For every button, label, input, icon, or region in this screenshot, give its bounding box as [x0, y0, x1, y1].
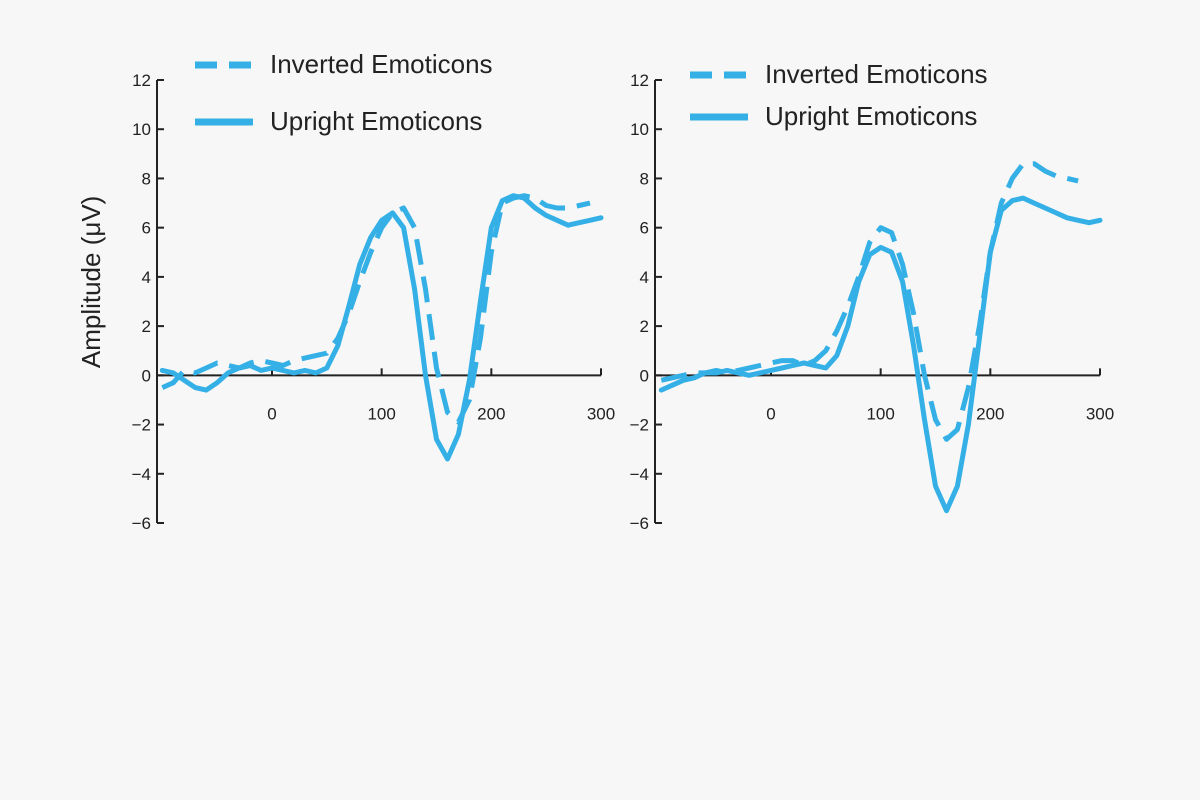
y-tick-label: 12: [132, 71, 151, 90]
y-tick-label: 2: [640, 317, 649, 336]
x-tick-label: 300: [587, 404, 615, 423]
y-tick-label: −2: [630, 416, 649, 435]
y-tick-label: −6: [132, 514, 151, 533]
y-tick-label: −4: [132, 465, 151, 484]
y-tick-label: −2: [132, 416, 151, 435]
y-tick-label: 6: [142, 219, 151, 238]
y-axis-label: Amplitude (μV): [76, 196, 106, 368]
x-tick-label: 100: [367, 404, 395, 423]
y-tick-label: 0: [142, 366, 151, 385]
y-tick-label: 6: [640, 219, 649, 238]
y-tick-label: 2: [142, 317, 151, 336]
y-tick-label: 10: [630, 120, 649, 139]
y-tick-label: 0: [640, 366, 649, 385]
series-line-inverted-emoticons: [660, 161, 1079, 442]
y-tick-label: 8: [142, 169, 151, 188]
series-line-upright-emoticons: [658, 195, 1103, 514]
chart-panel-left: −6 −4 −2 0 2 4 6 8 10 12 0 100 200 300 Inverted Emotic…: [76, 49, 615, 533]
legend-label: Upright Emoticons: [270, 106, 482, 136]
y-tick-label: 4: [142, 268, 151, 287]
y-tick-label: −6: [630, 514, 649, 533]
legend-label: Upright Emoticons: [765, 101, 977, 131]
x-tick-label: 200: [477, 404, 505, 423]
y-tick-label: 4: [640, 268, 649, 287]
x-tick-label: 0: [766, 404, 775, 423]
series-line-upright-emoticons: [159, 193, 604, 462]
legend-label: Inverted Emoticons: [765, 59, 988, 89]
legend-label: Inverted Emoticons: [270, 49, 493, 79]
y-tick-label: 8: [640, 169, 649, 188]
x-tick-label: 200: [976, 404, 1004, 423]
x-tick-label: 0: [267, 404, 276, 423]
y-tick-label: 10: [132, 120, 151, 139]
y-tick-label: 12: [630, 71, 649, 90]
x-tick-label: 100: [866, 404, 894, 423]
x-tick-label: 300: [1086, 404, 1114, 423]
y-tick-label: −4: [630, 465, 649, 484]
chart-panel-right: −6 −4 −2 0 2 4 6 8 10 12 0 100 200 300 Inverted Emotic…: [630, 59, 1115, 533]
